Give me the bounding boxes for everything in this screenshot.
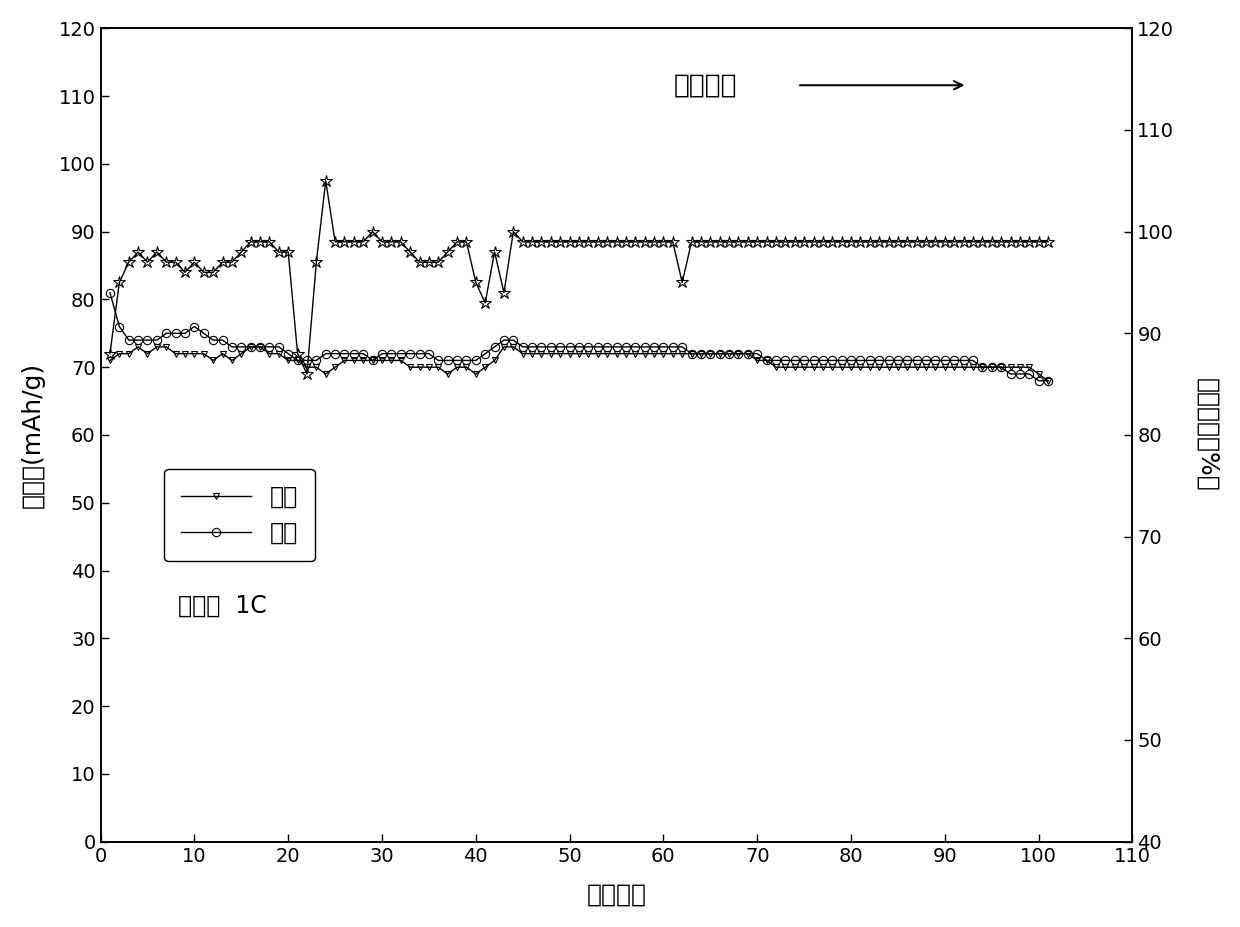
Text: 倍率：  1C: 倍率： 1C: [179, 593, 267, 617]
Text: 库伦效率: 库伦效率: [673, 72, 737, 98]
Y-axis label: 比容量(mAh/g): 比容量(mAh/g): [21, 362, 45, 508]
X-axis label: 循环圈数: 循环圈数: [587, 883, 646, 907]
Legend: 充电, 放电: 充电, 放电: [164, 468, 315, 562]
Y-axis label: 库伦效率（%）: 库伦效率（%）: [1195, 378, 1219, 492]
